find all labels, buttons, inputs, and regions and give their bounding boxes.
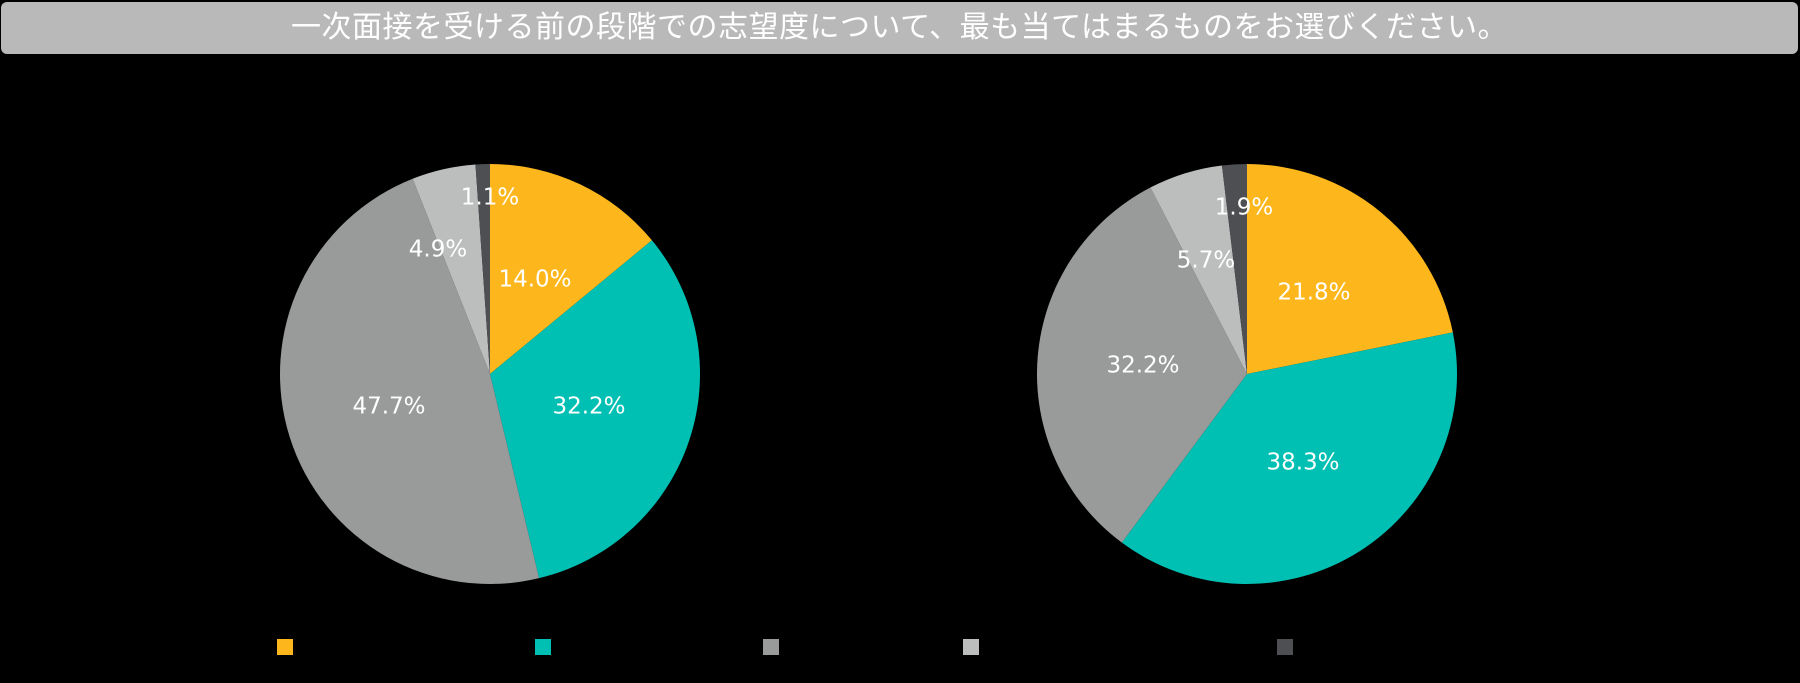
- pie-slice: [1150, 165, 1247, 374]
- legend-item-4: [963, 636, 987, 658]
- chart-title: 一次面接を受ける前の段階での志望度について、最も当てはまるものをお選びください。: [1, 2, 1798, 54]
- pie-chart-left: 14.0% 32.2% 47.7% 4.9% 1.1%: [279, 164, 700, 584]
- legend-item-3: [763, 636, 787, 658]
- legend-item-5: [1277, 636, 1301, 658]
- slice-percentage-label: 32.2%: [1106, 353, 1179, 379]
- pie-slice: [412, 164, 490, 374]
- legend-item-1: [277, 636, 301, 658]
- legend-swatch-light-gray-icon: [963, 639, 979, 655]
- pie-chart-right: 21.8% 38.3% 32.2% 5.7% 1.9%: [1037, 164, 1457, 584]
- slice-percentage-label: 1.9%: [1215, 195, 1273, 221]
- pie-slice: [490, 240, 700, 579]
- pie-slice: [475, 164, 490, 374]
- legend-item-2: [535, 636, 559, 658]
- pie-slice: [1121, 332, 1457, 584]
- slice-percentage-label: 21.8%: [1277, 280, 1350, 306]
- pie-slice: [1247, 164, 1453, 374]
- slice-percentage-label: 47.7%: [352, 394, 425, 420]
- slice-percentage-label: 32.2%: [552, 394, 625, 420]
- pie-slice: [490, 164, 652, 374]
- slice-percentage-label: 38.3%: [1266, 450, 1339, 476]
- legend-swatch-yellow-icon: [277, 639, 293, 655]
- pie-slice: [1037, 187, 1247, 543]
- slice-percentage-label: 4.9%: [409, 237, 467, 263]
- pie-slice: [1221, 164, 1247, 374]
- legend-swatch-dark-gray-icon: [1277, 639, 1293, 655]
- slice-percentage-label: 14.0%: [498, 267, 571, 293]
- pie-slice: [279, 178, 540, 584]
- legend-swatch-gray-icon: [763, 639, 779, 655]
- slice-percentage-label: 5.7%: [1177, 248, 1235, 274]
- legend-swatch-teal-icon: [535, 639, 551, 655]
- legend: [0, 636, 1800, 660]
- slice-percentage-label: 1.1%: [461, 185, 519, 211]
